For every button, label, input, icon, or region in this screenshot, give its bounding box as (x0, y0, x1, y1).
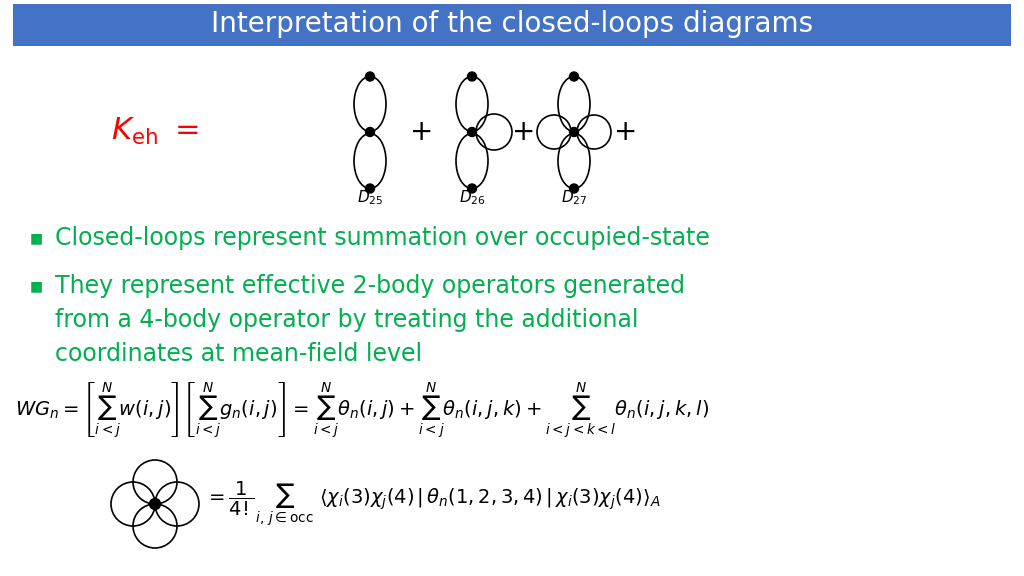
Text: $+$: $+$ (409, 118, 431, 146)
Text: $D_{25}$: $D_{25}$ (356, 189, 383, 207)
Circle shape (569, 184, 579, 193)
Circle shape (468, 72, 476, 81)
Text: $D_{26}$: $D_{26}$ (459, 189, 485, 207)
Text: $+$: $+$ (612, 118, 635, 146)
Circle shape (366, 72, 375, 81)
Circle shape (569, 127, 579, 137)
Text: They represent effective 2-body operators generated: They represent effective 2-body operator… (55, 274, 685, 298)
Text: from a 4-body operator by treating the additional: from a 4-body operator by treating the a… (55, 308, 639, 332)
Text: $= \dfrac{1}{4!}\sum_{i,\,j\in\mathrm{occ}}\ \langle \chi_i(3)\chi_j(4)\,|\,\the: $= \dfrac{1}{4!}\sum_{i,\,j\in\mathrm{oc… (205, 480, 660, 528)
Text: $+$: $+$ (511, 118, 534, 146)
Circle shape (150, 498, 161, 510)
Circle shape (366, 127, 375, 137)
Text: $K_{\mathrm{eh}}\ =$: $K_{\mathrm{eh}}\ =$ (112, 115, 199, 146)
Circle shape (569, 72, 579, 81)
Text: Interpretation of the closed-loops diagrams: Interpretation of the closed-loops diagr… (211, 10, 813, 38)
Circle shape (468, 184, 476, 193)
FancyBboxPatch shape (13, 4, 1011, 46)
Circle shape (468, 127, 476, 137)
Text: $D_{27}$: $D_{27}$ (561, 189, 587, 207)
Text: ■: ■ (30, 231, 43, 245)
Text: ■: ■ (30, 279, 43, 293)
Circle shape (366, 184, 375, 193)
Text: coordinates at mean-field level: coordinates at mean-field level (55, 342, 422, 366)
Text: Closed-loops represent summation over occupied-state: Closed-loops represent summation over oc… (55, 226, 710, 250)
Text: $WG_n = \left[\sum_{\substack{i<j}}^{N} w(i,j)\right]\left[\sum_{\substack{i<j}}: $WG_n = \left[\sum_{\substack{i<j}}^{N} … (15, 381, 709, 441)
